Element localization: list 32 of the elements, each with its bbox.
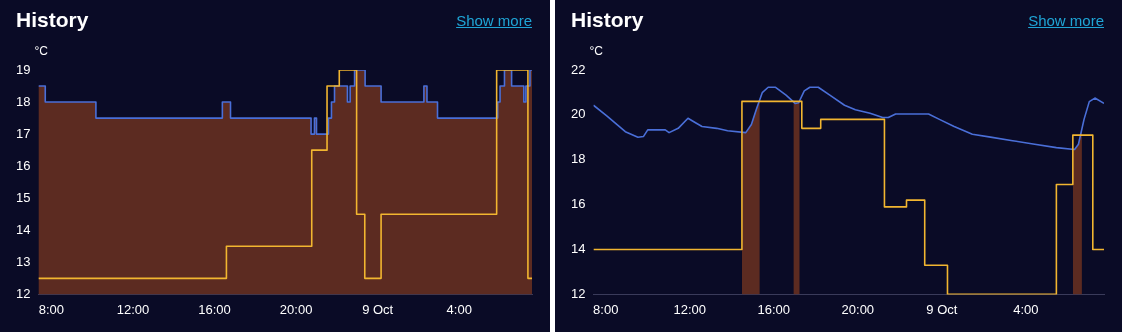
y-axis-title: °C <box>34 44 49 59</box>
x-tick-label: 12:00 <box>116 301 150 317</box>
y-tick-label: 16 <box>15 157 31 173</box>
x-tick-label: 16:00 <box>198 301 231 317</box>
x-tick-label: 8:00 <box>593 301 619 317</box>
y-axis-title: °C <box>589 44 604 59</box>
y-tick-label: 12 <box>15 285 31 301</box>
x-tick-label: 9 Oct <box>362 301 394 317</box>
x-tick-label: 12:00 <box>673 301 707 317</box>
y-tick-label: 16 <box>570 196 586 212</box>
y-tick-label: 18 <box>15 93 31 109</box>
x-tick-label: 16:00 <box>757 301 791 317</box>
y-tick-label: 14 <box>15 221 31 237</box>
y-tick-label: 18 <box>570 151 586 167</box>
x-tick-label: 8:00 <box>38 301 65 317</box>
y-tick-label: 22 <box>570 61 586 77</box>
y-tick-label: 12 <box>570 285 586 301</box>
y-tick-label: 15 <box>15 189 31 205</box>
y-tick-label: 13 <box>15 253 31 269</box>
chart-title: History <box>16 8 89 32</box>
x-tick-label: 9 Oct <box>926 301 958 317</box>
y-tick-label: 20 <box>570 106 586 122</box>
y-tick-label: 19 <box>15 61 31 77</box>
chart-title: History <box>571 8 644 32</box>
x-tick-label: 20:00 <box>841 301 875 317</box>
y-tick-label: 17 <box>15 125 31 141</box>
x-tick-label: 20:00 <box>279 301 313 317</box>
y-tick-label: 14 <box>570 241 586 257</box>
x-tick-label: 4:00 <box>446 301 472 317</box>
text: Show more <box>456 12 532 29</box>
text: Show more <box>1028 12 1104 29</box>
x-tick-label: 4:00 <box>1013 301 1039 317</box>
